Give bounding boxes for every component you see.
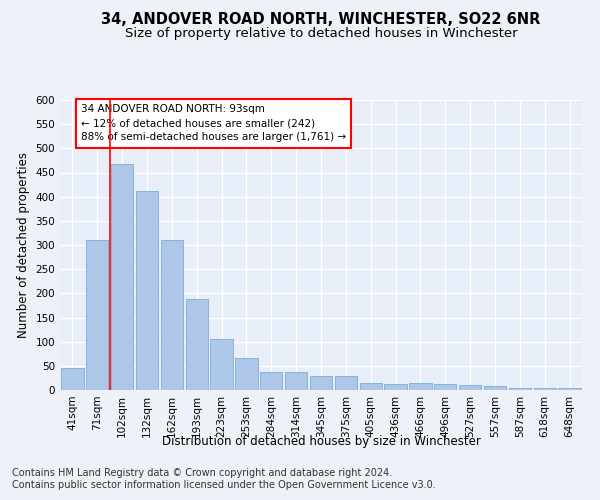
Text: Contains HM Land Registry data © Crown copyright and database right 2024.: Contains HM Land Registry data © Crown c… bbox=[12, 468, 392, 477]
Bar bbox=[285, 372, 307, 390]
Text: 34, ANDOVER ROAD NORTH, WINCHESTER, SO22 6NR: 34, ANDOVER ROAD NORTH, WINCHESTER, SO22… bbox=[101, 12, 541, 28]
Bar bbox=[185, 299, 208, 390]
Bar bbox=[335, 376, 357, 390]
Bar bbox=[385, 384, 407, 390]
Bar bbox=[161, 240, 183, 390]
Bar bbox=[559, 388, 581, 390]
Y-axis label: Number of detached properties: Number of detached properties bbox=[17, 152, 30, 338]
Bar bbox=[409, 383, 431, 390]
Bar bbox=[359, 383, 382, 390]
Bar bbox=[61, 368, 83, 390]
Text: 34 ANDOVER ROAD NORTH: 93sqm
← 12% of detached houses are smaller (242)
88% of s: 34 ANDOVER ROAD NORTH: 93sqm ← 12% of de… bbox=[81, 104, 346, 142]
Bar bbox=[235, 358, 257, 390]
Bar bbox=[111, 164, 133, 390]
Bar bbox=[86, 240, 109, 390]
Text: Size of property relative to detached houses in Winchester: Size of property relative to detached ho… bbox=[125, 28, 517, 40]
Bar bbox=[533, 388, 556, 390]
Bar bbox=[310, 376, 332, 390]
Bar bbox=[136, 191, 158, 390]
Bar bbox=[459, 385, 481, 390]
Bar bbox=[260, 372, 283, 390]
Text: Contains public sector information licensed under the Open Government Licence v3: Contains public sector information licen… bbox=[12, 480, 436, 490]
Bar bbox=[509, 388, 531, 390]
Bar bbox=[484, 386, 506, 390]
Bar bbox=[434, 384, 457, 390]
Bar bbox=[211, 339, 233, 390]
Text: Distribution of detached houses by size in Winchester: Distribution of detached houses by size … bbox=[161, 435, 481, 448]
